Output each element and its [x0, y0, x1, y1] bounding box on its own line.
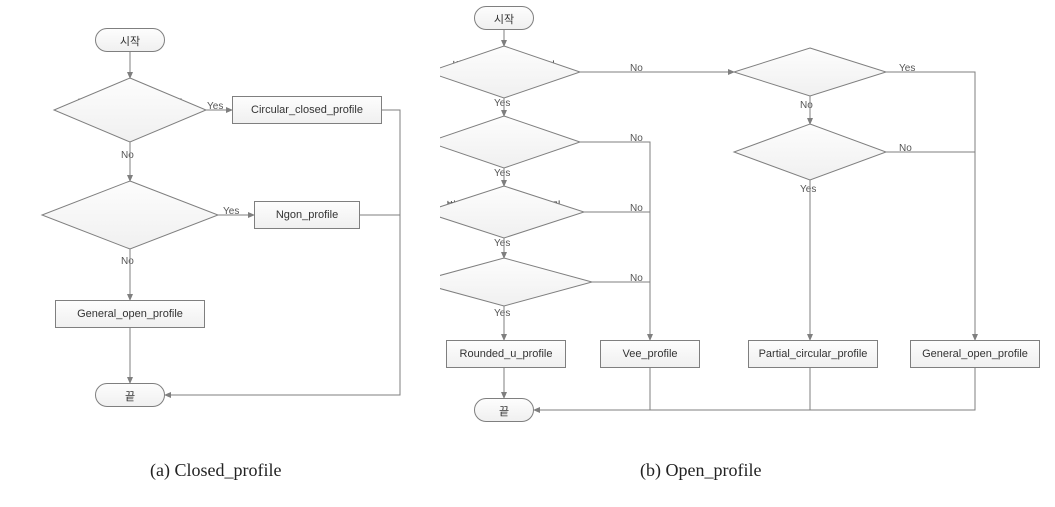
edge-label: Yes: [493, 98, 511, 109]
decision-b-1-label: 벽면 중 Plane의 개수가2개인가?: [440, 60, 568, 85]
edge-label: No: [120, 150, 135, 161]
edge-label: Yes: [799, 184, 817, 195]
edge-label: Yes: [222, 206, 240, 217]
edge-label: No: [898, 143, 913, 154]
caption-a: (a) Closed_profile: [150, 460, 281, 481]
edge-label: No: [629, 63, 644, 74]
edge-label: Yes: [493, 238, 511, 249]
flowchart-open-profile: 시작 벽면 중 Plane의 개수가2개인가? 벽면 중 Cylinder가존재…: [440, 0, 1055, 507]
decision-a-1-label: 루프를 구성하는 edge가circle인가?: [55, 98, 205, 123]
edge-label: No: [120, 256, 135, 267]
edge-label: Yes: [206, 101, 224, 112]
decision-b-5-label: 벽면 중 Plane이 있는가?: [746, 66, 874, 79]
terminator-start-b: 시작: [474, 6, 534, 30]
terminator-end-b: 끝: [474, 398, 534, 422]
decision-b-6-label: 벽면 중 Cylinder의개수가 1개인가?: [750, 140, 870, 165]
decision-b-3-label: 벽면 중 Cylinder의 개수가1개인가?: [438, 200, 570, 225]
terminator-start-a: 시작: [95, 28, 165, 52]
process-vee: Vee_profile: [600, 340, 700, 368]
caption-b: (b) Open_profile: [640, 460, 761, 481]
edge-label: Yes: [493, 168, 511, 179]
process-partial-circular: Partial_circular_profile: [748, 340, 878, 368]
decision-b-4-label: 두 벽면의 Axis가 평행한가?: [432, 276, 576, 289]
edge-label: No: [799, 100, 814, 111]
edge-label: No: [629, 133, 644, 144]
decision-b-2-label: 벽면 중 Cylinder가존재하는가?: [444, 130, 564, 155]
terminator-end-a: 끝: [95, 383, 165, 407]
process-rounded-u: Rounded_u_profile: [446, 340, 566, 368]
edge-label: No: [629, 273, 644, 284]
edge-label: No: [629, 203, 644, 214]
decision-a-2-label: 루프를 구성하는 edge 중직선의 길이가 모두 같은가?: [48, 203, 212, 228]
process-ngon: Ngon_profile: [254, 201, 360, 229]
edge-label: Yes: [493, 308, 511, 319]
process-circular-closed: Circular_closed_profile: [232, 96, 382, 124]
process-general-open-b: General_open_profile: [910, 340, 1040, 368]
process-general-open-a: General_open_profile: [55, 300, 205, 328]
edge-label: Yes: [898, 63, 916, 74]
flowchart-closed-profile: 시작 루프를 구성하는 edge가circle인가? Circular_clos…: [0, 0, 440, 507]
